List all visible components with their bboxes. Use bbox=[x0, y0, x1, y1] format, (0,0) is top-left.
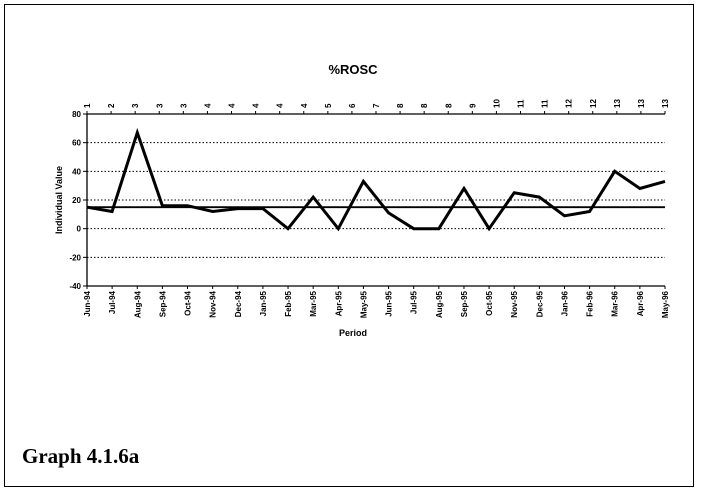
x-tick-label: Jun-94 bbox=[83, 290, 92, 316]
x-tick-label: Apr-96 bbox=[636, 290, 645, 316]
y-tick-label: 20 bbox=[72, 196, 81, 205]
chart-title: %ROSC bbox=[328, 62, 378, 77]
top-tick-label: 13 bbox=[661, 99, 670, 108]
top-tick-label: 8 bbox=[396, 103, 405, 108]
top-tick-label: 3 bbox=[155, 103, 164, 108]
top-tick-label: 4 bbox=[276, 103, 285, 108]
x-tick-label: May-95 bbox=[359, 290, 368, 318]
x-tick-label: Sep-94 bbox=[158, 290, 167, 317]
top-tick-label: 8 bbox=[444, 103, 453, 108]
top-tick-label: 1 bbox=[83, 103, 92, 108]
top-tick-label: 13 bbox=[637, 99, 646, 108]
x-tick-label: Mar-95 bbox=[309, 290, 318, 316]
top-tick-label: 7 bbox=[372, 103, 381, 108]
chart-frame bbox=[4, 4, 694, 487]
x-tick-label: Aug-95 bbox=[435, 290, 444, 318]
top-tick-label: 8 bbox=[420, 103, 429, 108]
top-tick-label: 10 bbox=[492, 99, 501, 108]
top-tick-label: 13 bbox=[613, 99, 622, 108]
top-tick-label: 3 bbox=[131, 103, 140, 108]
y-tick-label: 80 bbox=[72, 110, 81, 119]
y-tick-label: 0 bbox=[77, 225, 82, 234]
top-tick-label: 2 bbox=[107, 103, 116, 108]
x-tick-label: Aug-94 bbox=[133, 290, 142, 318]
series-line bbox=[86, 127, 666, 232]
y-axis-label: Individual Value bbox=[54, 166, 64, 234]
x-tick-label: Oct-94 bbox=[184, 290, 193, 315]
x-tick-label: Jan-95 bbox=[259, 290, 268, 316]
x-tick-label: Jul-95 bbox=[410, 290, 419, 314]
x-tick-label: Nov-94 bbox=[209, 290, 218, 317]
top-tick-label: 11 bbox=[541, 99, 550, 108]
top-tick-label: 3 bbox=[179, 103, 188, 108]
x-tick-label: Dec-94 bbox=[234, 290, 243, 317]
x-axis-label: Period bbox=[339, 328, 367, 338]
x-tick-label: Apr-95 bbox=[334, 290, 343, 316]
x-tick-label: Oct-95 bbox=[485, 290, 494, 315]
x-tick-label: Nov-95 bbox=[510, 290, 519, 317]
x-tick-label: Dec-95 bbox=[535, 290, 544, 317]
x-tick-label: Feb-95 bbox=[284, 290, 293, 316]
top-tick-label: 6 bbox=[348, 103, 357, 108]
top-tick-label: 5 bbox=[324, 103, 333, 108]
top-tick-label: 4 bbox=[252, 103, 261, 108]
x-tick-label: Mar-96 bbox=[611, 290, 620, 316]
graph-caption: Graph 4.1.6a bbox=[22, 444, 140, 468]
top-tick-label: 9 bbox=[468, 103, 477, 108]
x-tick-label: May-96 bbox=[661, 290, 670, 318]
y-tick-label: -20 bbox=[69, 253, 81, 262]
top-tick-label: 4 bbox=[203, 103, 212, 108]
top-tick-label: 4 bbox=[300, 103, 309, 108]
y-tick-label: 60 bbox=[72, 139, 81, 148]
y-tick-label: 40 bbox=[72, 167, 81, 176]
top-tick-label: 4 bbox=[228, 103, 237, 108]
x-tick-label: Jun-95 bbox=[385, 290, 394, 316]
top-tick-label: 12 bbox=[565, 99, 574, 108]
x-tick-label: Feb-96 bbox=[586, 290, 595, 316]
x-tick-label: Jan-96 bbox=[560, 290, 569, 316]
top-tick-label: 12 bbox=[589, 99, 598, 108]
top-tick-label: 11 bbox=[517, 99, 526, 108]
y-tick-label: -40 bbox=[69, 282, 81, 291]
x-tick-label: Sep-95 bbox=[460, 290, 469, 317]
x-tick-label: Jul-94 bbox=[108, 290, 117, 314]
